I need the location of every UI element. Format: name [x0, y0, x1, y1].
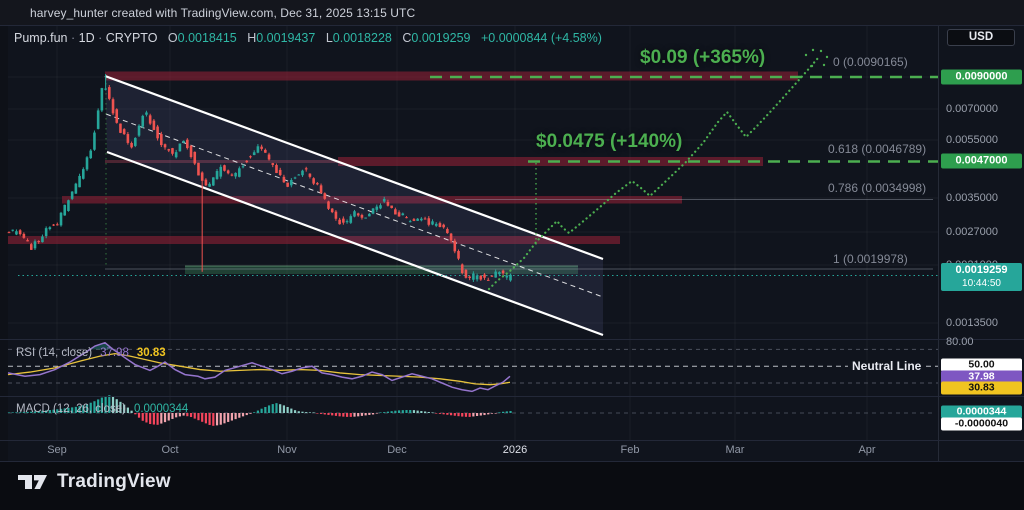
- time-axis-label: Mar: [725, 444, 745, 456]
- price-level-badge: 0.0090000: [941, 69, 1022, 85]
- macd-value: 0.0000344: [133, 403, 189, 415]
- pane-separator: [0, 461, 1024, 462]
- tradingview-logo-icon: [18, 474, 48, 491]
- bottom-strip: [0, 461, 1024, 510]
- pane-separator: [0, 25, 1024, 26]
- pane-separator[interactable]: [0, 339, 1024, 340]
- currency-toggle-button[interactable]: USD: [947, 29, 1015, 46]
- macd-value-badge: 0.0000344: [941, 405, 1022, 419]
- rsi-value: 37.98: [100, 347, 129, 359]
- time-axis-label: 2026: [502, 444, 528, 456]
- change-value: +0.0000844 (+4.58%): [480, 31, 602, 45]
- high-value: 0.0019437: [256, 31, 316, 45]
- fib-level-label: 0.786 (0.0034998): [828, 181, 927, 195]
- time-axis-label: Dec: [387, 444, 407, 456]
- time-axis-label: Sep: [47, 444, 67, 456]
- macd-value-badge: -0.0000040: [941, 417, 1022, 431]
- pane-separator: [0, 440, 1024, 441]
- rsi-value-badge: 50.00: [941, 358, 1022, 372]
- macd-legend-title[interactable]: MACD (12, 26, close): [16, 403, 126, 415]
- price-axis-label: 0.0070000: [946, 103, 998, 115]
- symbol-market: CRYPTO: [105, 31, 158, 45]
- pane-separator[interactable]: [0, 396, 1024, 397]
- header-bar: harvey_hunter created with TradingView.c…: [0, 0, 1024, 25]
- time-axis-label: Nov: [277, 444, 297, 456]
- open-value: 0.0018415: [177, 31, 237, 45]
- price-level-badge: 0.0047000: [941, 153, 1022, 169]
- time-axis-label: Apr: [858, 444, 876, 456]
- price-axis-label: 0.0013500: [946, 317, 998, 329]
- rsi-ma-value: 30.83: [136, 347, 166, 359]
- tradingview-logo-text: TradingView: [57, 471, 171, 492]
- rsi-axis-label: 80.00: [946, 336, 974, 348]
- open-label: O: [167, 31, 178, 45]
- fib-level-label: 0 (0.0090165): [833, 55, 908, 69]
- macd-legend: MACD (12, 26, close) 0.0000344: [16, 403, 188, 415]
- close-label: C: [402, 31, 412, 45]
- tradingview-logo[interactable]: TradingView: [18, 471, 171, 493]
- price-axis-label: 0.0055000: [946, 134, 998, 146]
- current-price-badge: 0.0019259 10:44:50: [941, 263, 1022, 291]
- low-value: 0.0018228: [332, 31, 392, 45]
- rsi-legend: RSI (14, close) 37.98 30.83: [16, 347, 166, 359]
- attribution-text: harvey_hunter created with TradingView.c…: [30, 6, 416, 20]
- symbol-interval[interactable]: 1D: [78, 31, 95, 45]
- close-value: 0.0019259: [411, 31, 471, 45]
- price-target-high-label[interactable]: $0.09 (+365%): [640, 47, 766, 68]
- symbol-legend: Pump.fun · 1D · CRYPTO O0.0018415 H0.001…: [14, 31, 602, 45]
- price-axis-label: 0.0027000: [946, 226, 998, 238]
- price-axis-label: 0.0035000: [946, 192, 998, 204]
- time-axis-label: Feb: [620, 444, 640, 456]
- countdown-timer: 10:44:50: [962, 278, 1001, 289]
- time-axis-label: Oct: [161, 444, 179, 456]
- high-label: H: [247, 31, 257, 45]
- rsi-value-badge: 30.83: [941, 381, 1022, 395]
- fib-level-label: 1 (0.0019978): [833, 252, 908, 266]
- fib-level-label: 0.618 (0.0046789): [828, 142, 927, 156]
- rsi-value-badge: 37.98: [941, 370, 1022, 384]
- symbol-name[interactable]: Pump.fun: [14, 31, 68, 45]
- rsi-legend-title[interactable]: RSI (14, close): [16, 347, 93, 359]
- price-target-mid-label[interactable]: $0.0475 (+140%): [536, 131, 683, 152]
- low-label: L: [325, 31, 333, 45]
- rsi-neutral-line-label: Neutral Line: [852, 359, 922, 373]
